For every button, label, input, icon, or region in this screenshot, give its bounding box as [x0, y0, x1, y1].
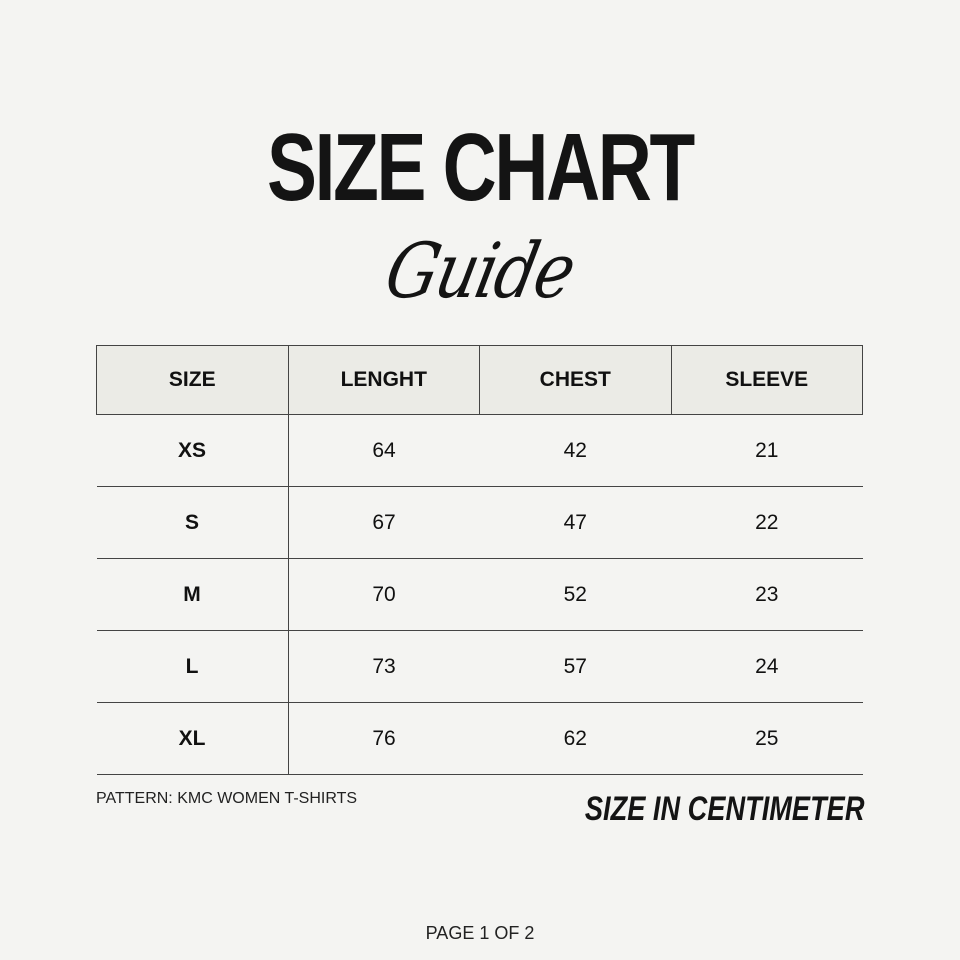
- page-indicator: PAGE 1 OF 2: [425, 923, 535, 943]
- size-cell: L: [96, 630, 289, 703]
- table-row: XL 76 62 25: [96, 702, 863, 775]
- sleeve-cell: 23: [671, 558, 863, 631]
- sleeve-cell: 25: [671, 702, 863, 775]
- table-row: S 67 47 22: [96, 486, 863, 559]
- column-header-chest: CHEST: [479, 345, 672, 415]
- size-cell: XL: [96, 702, 289, 775]
- length-cell: 70: [288, 558, 480, 631]
- sleeve-cell: 21: [671, 414, 863, 487]
- chest-cell: 62: [479, 702, 671, 775]
- table-row: M 70 52 23: [96, 558, 863, 631]
- size-cell: S: [96, 486, 289, 559]
- table-row: L 73 57 24: [96, 630, 863, 703]
- page-title: SIZE CHART: [267, 114, 695, 221]
- size-cell: M: [96, 558, 289, 631]
- length-cell: 64: [288, 414, 480, 487]
- chest-cell: 57: [479, 630, 671, 703]
- unit-note: SIZE IN CENTIMETER: [584, 790, 864, 828]
- sleeve-cell: 24: [671, 630, 863, 703]
- table-header-row: SIZE LENGHT CHEST SLEEVE: [96, 345, 863, 415]
- size-table: SIZE LENGHT CHEST SLEEVE XS 64 42 21 S 6…: [96, 345, 863, 775]
- pattern-note: PATTERN: KMC WOMEN T-SHIRTS: [96, 790, 358, 807]
- chest-cell: 42: [479, 414, 671, 487]
- length-cell: 76: [288, 702, 480, 775]
- length-cell: 67: [288, 486, 480, 559]
- chest-cell: 52: [479, 558, 671, 631]
- chest-cell: 47: [479, 486, 671, 559]
- column-header-size: SIZE: [96, 345, 289, 415]
- sleeve-cell: 22: [671, 486, 863, 559]
- size-cell: XS: [96, 414, 289, 487]
- length-cell: 73: [288, 630, 480, 703]
- column-header-sleeve: SLEEVE: [670, 345, 863, 415]
- column-header-length: LENGHT: [287, 345, 480, 415]
- table-row: XS 64 42 21: [96, 414, 863, 487]
- page-subtitle-script: Guide: [378, 226, 583, 315]
